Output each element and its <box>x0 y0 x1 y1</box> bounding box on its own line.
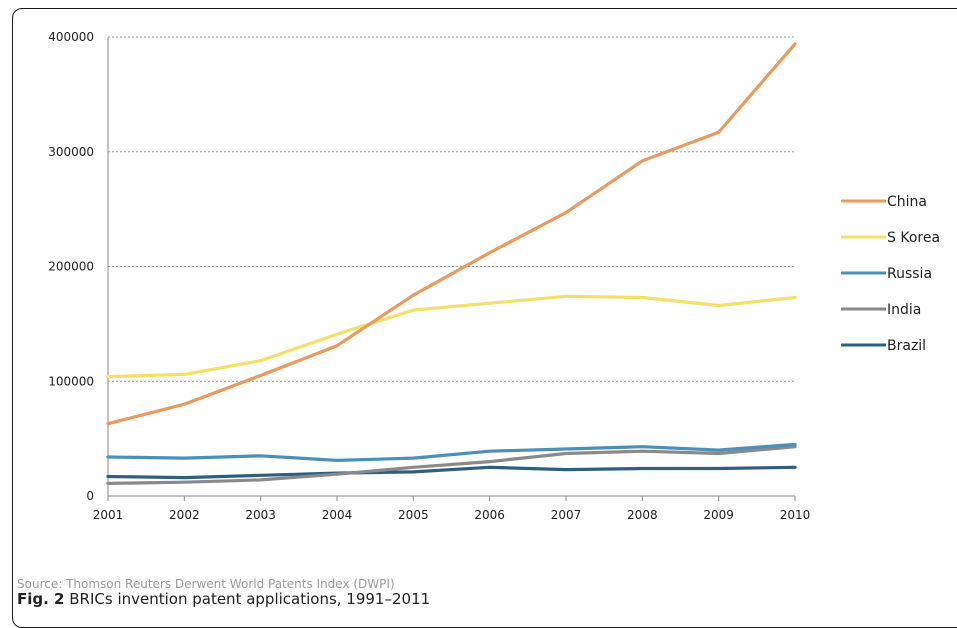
legend-label-india: India <box>887 302 921 318</box>
x-tick-label-2007: 2007 <box>551 508 582 522</box>
x-tick-label-2009: 2009 <box>703 508 734 522</box>
grid-lines <box>108 36 795 382</box>
legend-label-china: China <box>887 194 927 210</box>
series-line-china <box>106 42 797 426</box>
source-note: Source: Thomson Reuters Derwent World Pa… <box>17 577 395 591</box>
series-line-india <box>106 445 797 485</box>
x-tick-label-2002: 2002 <box>169 508 200 522</box>
legend: China S Korea Russia India Brazil <box>841 194 940 354</box>
legend-label-brazil: Brazil <box>887 338 926 354</box>
legend-label-s-korea: S Korea <box>887 230 940 246</box>
y-tick-label-0: 0 <box>86 489 94 503</box>
series-line-brazil <box>106 465 797 480</box>
y-tick-label-300000: 300000 <box>48 145 94 159</box>
series-line-russia <box>106 442 797 462</box>
x-tick-label-2004: 2004 <box>322 508 353 522</box>
x-tick-label-2001: 2001 <box>93 508 124 522</box>
y-tick-label-400000: 400000 <box>48 30 94 44</box>
figure-caption: Fig. 2 BRICs invention patent applicatio… <box>17 590 430 608</box>
series-lines <box>106 42 797 485</box>
x-tick-label-2006: 2006 <box>474 508 505 522</box>
x-tick-label-2010: 2010 <box>780 508 811 522</box>
figure-label: Fig. 2 <box>17 590 65 608</box>
x-tick-label-2005: 2005 <box>398 508 429 522</box>
y-axis: 0 100000 200000 300000 400000 <box>48 30 109 503</box>
y-tick-label-200000: 200000 <box>48 260 94 274</box>
x-tick-label-2008: 2008 <box>627 508 658 522</box>
legend-label-russia: Russia <box>887 266 932 282</box>
x-tick-label-2003: 2003 <box>245 508 276 522</box>
series-line-s-korea <box>106 294 797 379</box>
x-axis: 2001 2002 2003 2004 2005 2006 2007 2008 2009 2010 <box>93 495 811 522</box>
y-tick-label-100000: 100000 <box>48 374 94 388</box>
caption-text: BRICs invention patent applications, 199… <box>64 590 431 608</box>
